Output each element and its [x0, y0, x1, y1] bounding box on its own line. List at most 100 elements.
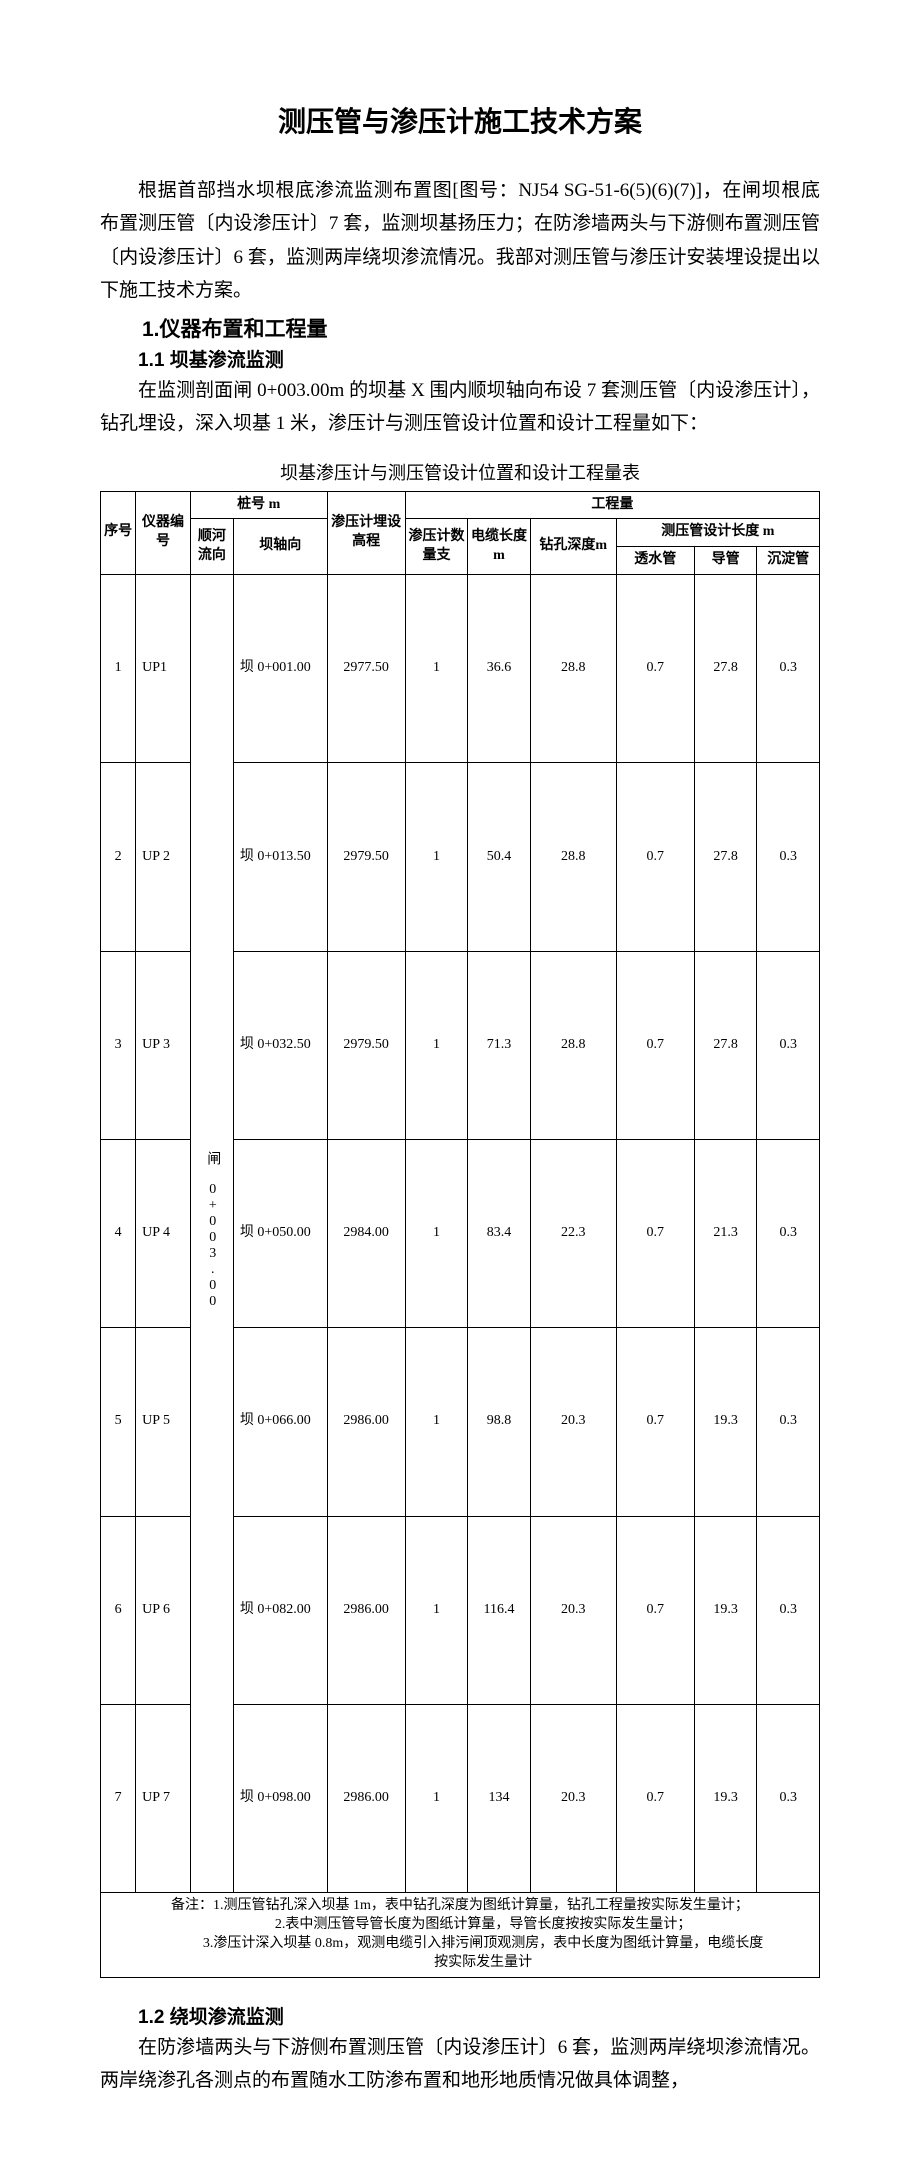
table-cell: UP1 — [136, 575, 191, 763]
table-cell: 2977.50 — [327, 575, 405, 763]
th-inst: 仪器编号 — [136, 491, 191, 575]
table-cell: 5 — [101, 1328, 136, 1516]
river-dir-text: 闸 0+003.00 — [202, 579, 221, 1881]
table-cell: 7 — [101, 1704, 136, 1892]
table-cell: 2979.50 — [327, 763, 405, 951]
th-seq: 序号 — [101, 491, 136, 575]
document-page: 测压管与渗压计施工技术方案 根据首部挡水坝根底渗流监测布置图[图号：NJ54 S… — [0, 0, 920, 2161]
table-cell: 3 — [101, 951, 136, 1139]
table-cell: 116.4 — [468, 1516, 531, 1704]
th-perm: 透水管 — [616, 547, 694, 575]
note-3b: 按实际发生量计 — [103, 1954, 817, 1973]
th-axis: 坝轴向 — [233, 519, 327, 575]
table-cell: 0.7 — [616, 951, 694, 1139]
table-cell: 36.6 — [468, 575, 531, 763]
table-cell: 坝 0+032.50 — [233, 951, 327, 1139]
table-cell: 20.3 — [530, 1328, 616, 1516]
table-cell: 19.3 — [694, 1328, 757, 1516]
table-cell: UP 5 — [136, 1328, 191, 1516]
table-cell: 2986.00 — [327, 1328, 405, 1516]
th-drill: 钻孔深度m — [530, 519, 616, 575]
table-cell: 0.7 — [616, 1139, 694, 1327]
table-row: 1UP1闸 0+003.00坝 0+001.002977.50136.628.8… — [101, 575, 820, 763]
table-cell: 0.7 — [616, 1704, 694, 1892]
table-cell: UP 6 — [136, 1516, 191, 1704]
table1: 序号 仪器编号 桩号 m 渗压计埋设高程 工程量 顺河流向 坝轴向 渗压计数量支… — [100, 491, 820, 1978]
note-1: 备注：1.测压管钻孔深入坝基 1m，表中钻孔深度为图纸计算量，钻孔工程量按实际发… — [103, 1897, 817, 1916]
table-cell: 83.4 — [468, 1139, 531, 1327]
table-cell: 2979.50 — [327, 951, 405, 1139]
table-cell: UP 2 — [136, 763, 191, 951]
th-qty-group: 工程量 — [405, 491, 819, 519]
table-cell: 1 — [405, 763, 468, 951]
table-cell: 坝 0+050.00 — [233, 1139, 327, 1327]
th-sed: 沉淀管 — [757, 547, 820, 575]
table-cell: 0.3 — [757, 763, 820, 951]
table-cell: 28.8 — [530, 575, 616, 763]
table-cell: 28.8 — [530, 951, 616, 1139]
note-3: 3.渗压计深入坝基 0.8m，观测电缆引入排污闸顶观测房，表中长度为图纸计算量，… — [103, 1935, 817, 1954]
table-cell: 1 — [101, 575, 136, 763]
table-cell: 0.3 — [757, 1328, 820, 1516]
table-cell: 1 — [405, 575, 468, 763]
table-cell: 0.3 — [757, 1704, 820, 1892]
table-cell: UP 7 — [136, 1704, 191, 1892]
table-cell: 6 — [101, 1516, 136, 1704]
table-cell: 27.8 — [694, 575, 757, 763]
th-cable: 电缆长度m — [468, 519, 531, 575]
table-cell: 20.3 — [530, 1704, 616, 1892]
table-cell: 坝 0+001.00 — [233, 575, 327, 763]
table1-head: 序号 仪器编号 桩号 m 渗压计埋设高程 工程量 顺河流向 坝轴向 渗压计数量支… — [101, 491, 820, 575]
table-cell: 2984.00 — [327, 1139, 405, 1327]
section-1-1-heading: 1.1 坝基渗流监测 — [100, 345, 820, 372]
table-cell: UP 3 — [136, 951, 191, 1139]
table-cell: 1 — [405, 1139, 468, 1327]
table-cell: 0.7 — [616, 575, 694, 763]
section-1-1-paragraph: 在监测剖面闸 0+003.00m 的坝基 X 围内顺坝轴向布设 7 套测压管〔内… — [100, 374, 820, 441]
th-pipe-group: 测压管设计长度 m — [616, 519, 819, 547]
table-cell: 19.3 — [694, 1516, 757, 1704]
table1-notes-cell: 备注：1.测压管钻孔深入坝基 1m，表中钻孔深度为图纸计算量，钻孔工程量按实际发… — [101, 1893, 820, 1978]
table-cell: 1 — [405, 1704, 468, 1892]
section-1-2-heading: 1.2 绕坝渗流监测 — [100, 2002, 820, 2029]
table-cell: 1 — [405, 1328, 468, 1516]
intro-paragraph: 根据首部挡水坝根底渗流监测布置图[图号：NJ54 SG-51-6(5)(6)(7… — [100, 174, 820, 307]
th-pile-group: 桩号 m — [190, 491, 327, 519]
section-1-2-paragraph: 在防渗墙两头与下游侧布置测压管〔内设渗压计〕6 套，监测两岸绕坝渗流情况。两岸绕… — [100, 2031, 820, 2098]
table-cell: 21.3 — [694, 1139, 757, 1327]
table-cell: 0.3 — [757, 1516, 820, 1704]
table-cell: 1 — [405, 1516, 468, 1704]
table-cell: 0.7 — [616, 763, 694, 951]
table-cell: 98.8 — [468, 1328, 531, 1516]
table1-caption: 坝基渗压计与测压管设计位置和设计工程量表 — [100, 459, 820, 485]
th-guide: 导管 — [694, 547, 757, 575]
table-cell: 0.7 — [616, 1516, 694, 1704]
th-count: 渗压计数量支 — [405, 519, 468, 575]
note-2: 2.表中测压管导管长度为图纸计算量，导管长度按按实际发生量计； — [103, 1916, 817, 1935]
table-cell: 27.8 — [694, 951, 757, 1139]
river-dir-cell: 闸 0+003.00 — [190, 575, 233, 1893]
spacer — [100, 1978, 820, 2002]
section-1-heading: 1.仪器布置和工程量 — [100, 313, 820, 343]
table-cell: 坝 0+013.50 — [233, 763, 327, 951]
table-cell: 2986.00 — [327, 1704, 405, 1892]
table1-body: 1UP1闸 0+003.00坝 0+001.002977.50136.628.8… — [101, 575, 820, 1893]
table-cell: 坝 0+082.00 — [233, 1516, 327, 1704]
table-cell: 0.7 — [616, 1328, 694, 1516]
table-cell: 20.3 — [530, 1516, 616, 1704]
table-cell: 0.3 — [757, 951, 820, 1139]
table-cell: 28.8 — [530, 763, 616, 951]
table-cell: 27.8 — [694, 763, 757, 951]
table-cell: 坝 0+098.00 — [233, 1704, 327, 1892]
table-cell: 2986.00 — [327, 1516, 405, 1704]
table-cell: 0.3 — [757, 575, 820, 763]
table-cell: 4 — [101, 1139, 136, 1327]
table-cell: 0.3 — [757, 1139, 820, 1327]
table-cell: 2 — [101, 763, 136, 951]
th-river: 顺河流向 — [190, 519, 233, 575]
table-cell: 50.4 — [468, 763, 531, 951]
table-cell: 1 — [405, 951, 468, 1139]
document-title: 测压管与渗压计施工技术方案 — [100, 100, 820, 140]
table-cell: 22.3 — [530, 1139, 616, 1327]
th-elev: 渗压计埋设高程 — [327, 491, 405, 575]
